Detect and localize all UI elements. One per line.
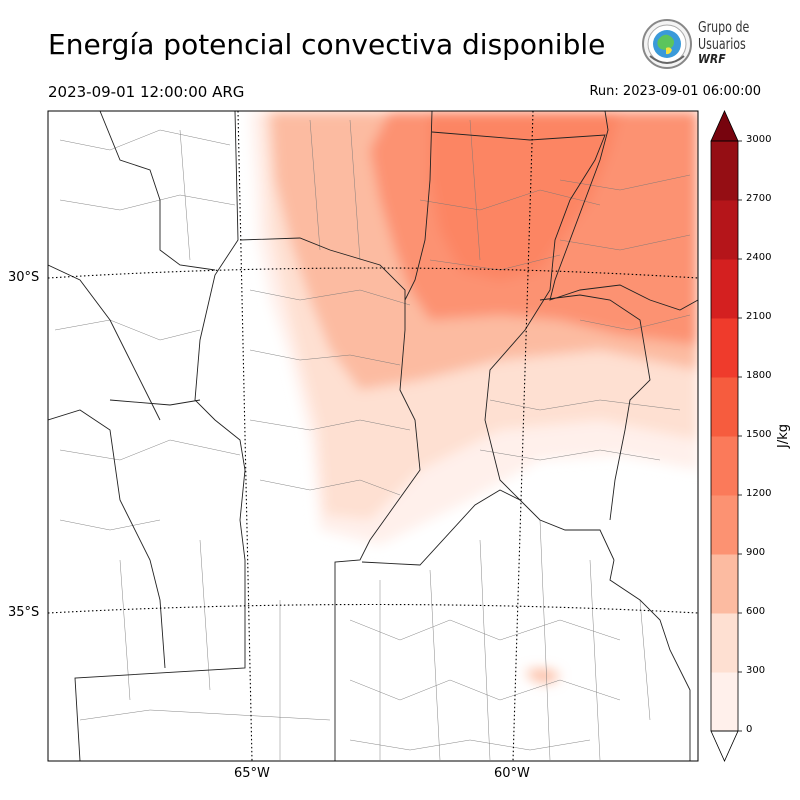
colorbar-tick-label: 1200 [746, 488, 772, 499]
colorbar-extend-min [710, 730, 739, 762]
valid-time: 2023-09-01 12:00:00 ARG [48, 83, 245, 101]
colorbar-tick-label: 900 [746, 547, 766, 558]
colorbar-tick-label: 2100 [746, 311, 772, 322]
colorbar-segment [711, 141, 738, 201]
colorbar-segment [711, 318, 738, 378]
colorbar-tick-label: 2400 [746, 252, 772, 263]
colorbar-extend-max [710, 110, 739, 142]
colorbar-segment [711, 377, 738, 437]
wrf-users-logo: Grupo de Usuarios WRF [640, 18, 760, 70]
logo-line-2: Usuarios [698, 35, 746, 53]
lat-label-30s: 30°S [8, 270, 40, 285]
colorbar-tick-label: 600 [746, 606, 766, 617]
colorbar-tick-label: 1800 [746, 370, 772, 381]
cape-shading [250, 111, 698, 683]
colorbar-segment [711, 672, 738, 732]
colorbar-segment [711, 200, 738, 260]
colorbar-tick-label: 300 [746, 665, 766, 676]
lon-label-60w: 60°W [494, 766, 530, 781]
colorbar-tick-label: 1500 [746, 429, 772, 440]
colorbar-segment [711, 495, 738, 555]
logo-line-3: WRF [698, 52, 726, 66]
colorbar-segment [711, 436, 738, 496]
colorbar-tick-label: 3000 [746, 134, 772, 145]
logo-line-1: Grupo de [698, 18, 750, 36]
colorbar-tick-label: 0 [746, 724, 753, 735]
map-title: Energía potencial convectiva disponible [48, 28, 606, 61]
colorbar-tick-label: 2700 [746, 193, 772, 204]
lon-label-65w: 65°W [234, 766, 270, 781]
globe-seal-icon [642, 19, 692, 69]
province-boundaries [48, 111, 698, 761]
colorbar-segment [711, 613, 738, 673]
cape-band-1200-1500 [430, 111, 620, 280]
colorbar-segment [711, 554, 738, 614]
department-boundaries [54, 119, 691, 761]
colorbar [710, 110, 742, 762]
colorbar-segment [711, 259, 738, 319]
cape-spot-lower [525, 669, 559, 683]
graticule [48, 111, 698, 761]
lat-label-35s: 35°S [8, 605, 40, 620]
run-time: Run: 2023-09-01 06:00:00 [589, 84, 761, 99]
colorbar-unit-label: J/kg [776, 424, 791, 448]
map-frame [47, 110, 699, 762]
